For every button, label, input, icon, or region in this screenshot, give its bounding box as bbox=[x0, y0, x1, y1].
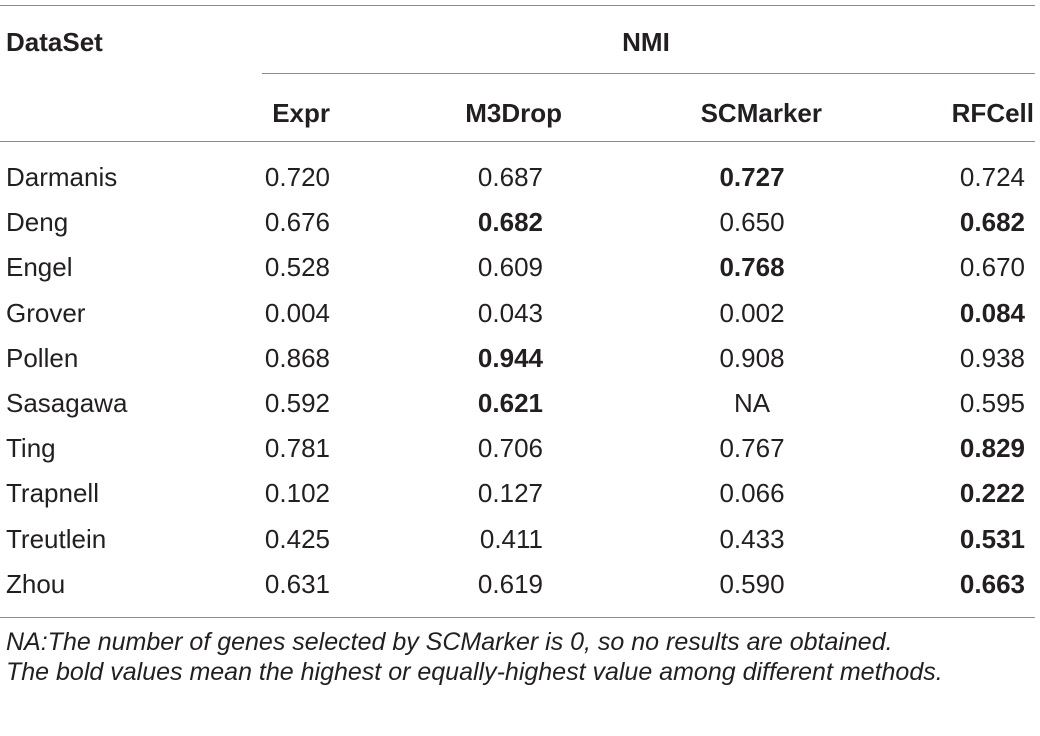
dataset-name-cell: Treutlein bbox=[6, 523, 107, 554]
value-cell-scmarker: 0.727 bbox=[719, 162, 785, 192]
footnote-na: NA:The number of genes selected by SCMar… bbox=[6, 628, 893, 656]
value-cell-rfcell: 0.222 bbox=[959, 478, 1025, 509]
table-row: Darmanis 0.720 0.687 0.727 0.724 bbox=[0, 162, 1040, 207]
header-bottom-rule bbox=[0, 141, 1035, 142]
value-cell-m3drop: 0.944 bbox=[477, 342, 543, 373]
value-cell-expr: 0.868 bbox=[264, 342, 330, 373]
value-cell-rfcell: 0.829 bbox=[959, 433, 1025, 464]
value-cell-scmarker: 0.590 bbox=[719, 568, 785, 599]
value-cell-scmarker: 0.767 bbox=[719, 433, 785, 464]
table-row: Treutlein 0.425 0.411 0.433 0.531 bbox=[0, 524, 1040, 569]
dataset-name-cell: Sasagawa bbox=[6, 388, 128, 418]
table-row: Ting 0.781 0.706 0.767 0.829 bbox=[0, 433, 1040, 478]
value-cell-m3drop: 0.043 bbox=[477, 297, 543, 328]
value-cell-scmarker: 0.768 bbox=[719, 252, 785, 283]
dataset-name-cell: Engel bbox=[6, 252, 73, 283]
value-cell-scmarker: 0.650 bbox=[719, 207, 785, 238]
value-cell-m3drop: 0.621 bbox=[477, 388, 543, 418]
value-cell-expr: 0.592 bbox=[264, 388, 330, 418]
column-header-expr: Expr bbox=[272, 98, 330, 128]
nmi-group-rule bbox=[262, 73, 1035, 74]
value-cell-m3drop: 0.682 bbox=[477, 207, 543, 238]
column-header-m3drop: M3Drop bbox=[465, 98, 562, 128]
nmi-group-header: NMI bbox=[622, 27, 670, 57]
footnote-bold: The bold values mean the highest or equa… bbox=[6, 658, 943, 686]
table-footnotes: NA:The number of genes selected by SCMar… bbox=[6, 627, 1032, 687]
column-header-rfcell: RFCell bbox=[951, 98, 1034, 128]
table-row: Deng 0.676 0.682 0.650 0.682 bbox=[0, 207, 1040, 252]
table-row: Sasagawa 0.592 0.621 NA 0.595 bbox=[0, 388, 1040, 433]
dataset-name-cell: Grover bbox=[6, 297, 86, 328]
value-cell-scmarker: NA bbox=[733, 388, 771, 418]
value-cell-m3drop: 0.706 bbox=[477, 433, 543, 464]
table-row: Grover 0.004 0.043 0.002 0.084 bbox=[0, 298, 1040, 343]
table-bottom-rule bbox=[0, 617, 1035, 618]
dataset-name-cell: Deng bbox=[6, 207, 69, 238]
value-cell-rfcell: 0.938 bbox=[959, 342, 1025, 373]
value-cell-m3drop: 0.687 bbox=[477, 162, 543, 192]
table-row: Pollen 0.868 0.944 0.908 0.938 bbox=[0, 343, 1040, 388]
value-cell-rfcell: 0.595 bbox=[959, 388, 1025, 418]
dataset-name-cell: Darmanis bbox=[6, 162, 118, 192]
value-cell-rfcell: 0.084 bbox=[959, 297, 1025, 328]
value-cell-expr: 0.781 bbox=[264, 433, 330, 464]
value-cell-expr: 0.720 bbox=[264, 162, 330, 192]
value-cell-m3drop: 0.609 bbox=[477, 252, 543, 283]
value-cell-rfcell: 0.670 bbox=[959, 252, 1025, 283]
value-cell-scmarker: 0.433 bbox=[719, 523, 785, 554]
table-top-rule bbox=[0, 5, 1035, 6]
value-cell-rfcell: 0.531 bbox=[959, 523, 1025, 554]
column-header-scmarker: SCMarker bbox=[700, 98, 822, 128]
value-cell-expr: 0.676 bbox=[264, 207, 330, 238]
value-cell-expr: 0.102 bbox=[264, 478, 330, 509]
table-row: Trapnell 0.102 0.127 0.066 0.222 bbox=[0, 478, 1040, 523]
table-row: Engel 0.528 0.609 0.768 0.670 bbox=[0, 252, 1040, 297]
value-cell-scmarker: 0.908 bbox=[719, 342, 785, 373]
dataset-name-cell: Trapnell bbox=[6, 478, 99, 509]
value-cell-scmarker: 0.066 bbox=[719, 478, 785, 509]
dataset-name-cell: Pollen bbox=[6, 342, 79, 373]
value-cell-expr: 0.004 bbox=[264, 297, 330, 328]
value-cell-m3drop: 0.411 bbox=[479, 523, 543, 554]
dataset-column-header: DataSet bbox=[6, 27, 103, 57]
value-cell-rfcell: 0.724 bbox=[959, 162, 1025, 192]
value-cell-scmarker: 0.002 bbox=[719, 297, 785, 328]
value-cell-m3drop: 0.619 bbox=[477, 568, 543, 599]
dataset-name-cell: Ting bbox=[6, 433, 56, 464]
value-cell-expr: 0.425 bbox=[264, 523, 330, 554]
dataset-name-cell: Zhou bbox=[6, 568, 66, 599]
value-cell-expr: 0.528 bbox=[264, 252, 330, 283]
value-cell-m3drop: 0.127 bbox=[477, 478, 543, 509]
table-row: Zhou 0.631 0.619 0.590 0.663 bbox=[0, 569, 1040, 614]
value-cell-rfcell: 0.682 bbox=[959, 207, 1025, 238]
value-cell-rfcell: 0.663 bbox=[959, 568, 1025, 599]
value-cell-expr: 0.631 bbox=[264, 568, 330, 599]
